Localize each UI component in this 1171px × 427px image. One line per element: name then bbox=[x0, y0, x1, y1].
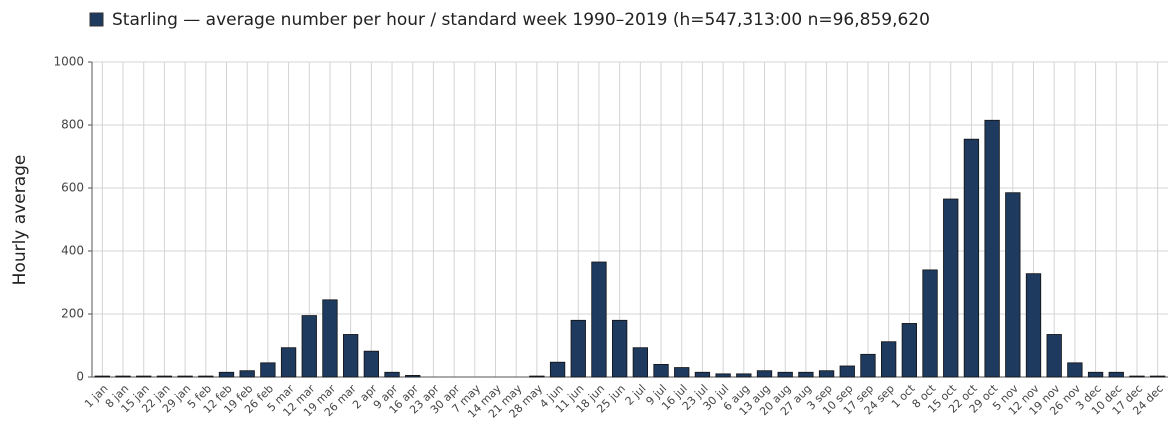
bar bbox=[1067, 362, 1083, 378]
bar bbox=[943, 198, 959, 378]
y-tick-label: 800 bbox=[61, 118, 84, 132]
bar bbox=[818, 370, 835, 378]
y-axis-label: Hourly average bbox=[10, 155, 30, 286]
bar bbox=[570, 319, 586, 378]
bar bbox=[549, 361, 566, 378]
bar bbox=[798, 371, 814, 378]
bar bbox=[694, 371, 711, 378]
bar bbox=[363, 350, 379, 378]
bar bbox=[1150, 375, 1166, 378]
y-tick-label: 400 bbox=[61, 244, 84, 258]
bar bbox=[736, 373, 752, 378]
bar bbox=[529, 375, 545, 378]
bar bbox=[115, 375, 131, 378]
bar bbox=[260, 362, 276, 378]
legend-swatch bbox=[89, 12, 104, 27]
bar bbox=[860, 353, 876, 378]
bar bbox=[1087, 371, 1104, 378]
bar bbox=[756, 370, 773, 378]
bar bbox=[322, 299, 338, 378]
bar bbox=[612, 319, 628, 378]
bar bbox=[94, 375, 110, 378]
bar bbox=[715, 373, 731, 378]
bar bbox=[239, 370, 255, 378]
bar bbox=[1108, 371, 1124, 378]
bar bbox=[881, 341, 897, 378]
bar bbox=[384, 371, 400, 378]
bar bbox=[177, 375, 193, 378]
bar bbox=[136, 375, 152, 378]
bar bbox=[280, 347, 297, 378]
bar bbox=[653, 363, 669, 378]
y-tick-label: 0 bbox=[76, 370, 84, 384]
x-tick-label: 2 jul bbox=[623, 382, 649, 408]
bar bbox=[343, 334, 359, 378]
bar bbox=[674, 367, 690, 378]
bar bbox=[1129, 375, 1145, 378]
bar bbox=[1005, 192, 1021, 378]
bar bbox=[777, 371, 793, 378]
y-tick-label: 200 bbox=[61, 307, 84, 321]
bar bbox=[405, 375, 421, 378]
y-tick-label: 1000 bbox=[53, 55, 84, 69]
bar bbox=[922, 269, 938, 378]
bar bbox=[901, 323, 917, 378]
chart-title: Starling — average number per hour / sta… bbox=[112, 10, 930, 30]
bar bbox=[839, 365, 855, 378]
bar bbox=[1046, 334, 1062, 378]
bar bbox=[963, 138, 980, 378]
bar bbox=[198, 375, 214, 378]
y-tick-label: 600 bbox=[61, 181, 84, 195]
bar bbox=[156, 375, 173, 378]
bar bbox=[632, 347, 648, 378]
bar bbox=[984, 119, 1000, 378]
bar bbox=[301, 315, 317, 378]
bar bbox=[591, 261, 607, 378]
bar bbox=[218, 371, 235, 378]
bar bbox=[1025, 273, 1042, 378]
